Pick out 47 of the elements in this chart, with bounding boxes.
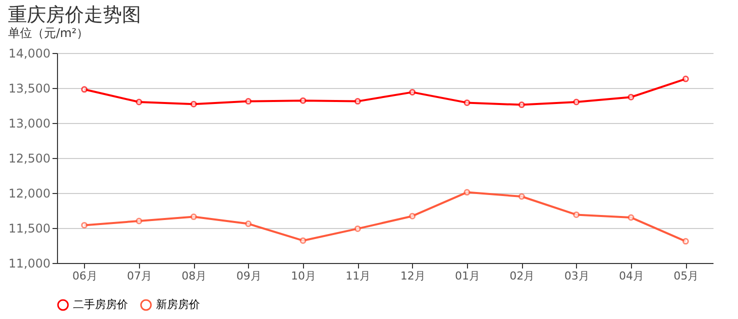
y-tick-label: 14,000 (8, 46, 50, 60)
point (190, 214, 197, 220)
point (136, 218, 142, 224)
point (518, 193, 525, 200)
x-tick-label: 06月 (72, 270, 98, 282)
point (409, 212, 416, 220)
x-tick-label: 07月 (127, 270, 152, 282)
x-tick-label: 08月 (182, 270, 207, 282)
y-tick-label: 13,500 (8, 82, 50, 96)
point (628, 214, 634, 221)
point (464, 99, 470, 106)
x-tick-label: 02月 (510, 270, 535, 282)
point (464, 189, 470, 196)
x-tick-label: 10月 (291, 270, 316, 282)
y-tick-label: 12,500 (8, 152, 50, 166)
y-tick-label: 13,000 (8, 116, 50, 130)
point (354, 225, 361, 232)
point (573, 98, 580, 106)
x-tick-label: 12月 (400, 270, 426, 282)
x-tick-label: 09月 (236, 270, 262, 282)
point (81, 222, 88, 228)
y-tick-label: 11,000 (8, 256, 50, 270)
x-tick-label: 04月 (619, 270, 644, 282)
legend-label: 二手房房价 (73, 298, 128, 311)
point (573, 211, 580, 218)
x-tick-label: 11月 (346, 270, 371, 282)
point (518, 102, 525, 108)
point (682, 238, 689, 245)
point (300, 237, 306, 244)
point (245, 220, 252, 228)
point (81, 86, 88, 93)
x-tick-label: 01月 (455, 270, 480, 282)
point (300, 97, 306, 104)
chart-title: 重庆房价走势图 (8, 4, 142, 26)
point (682, 76, 689, 82)
point (190, 100, 197, 108)
point (245, 98, 252, 105)
x-tick-label: 05月 (674, 270, 699, 282)
point (628, 94, 634, 100)
point (354, 98, 361, 105)
y-tick-label: 11,500 (8, 222, 50, 236)
point (136, 98, 142, 106)
y-axis-title: 单位（元/m²） (8, 26, 89, 40)
x-tick-label: 03月 (564, 270, 590, 282)
y-tick-label: 12,000 (8, 186, 50, 200)
legend-label: 新房房价 (156, 298, 200, 311)
point (409, 88, 416, 96)
